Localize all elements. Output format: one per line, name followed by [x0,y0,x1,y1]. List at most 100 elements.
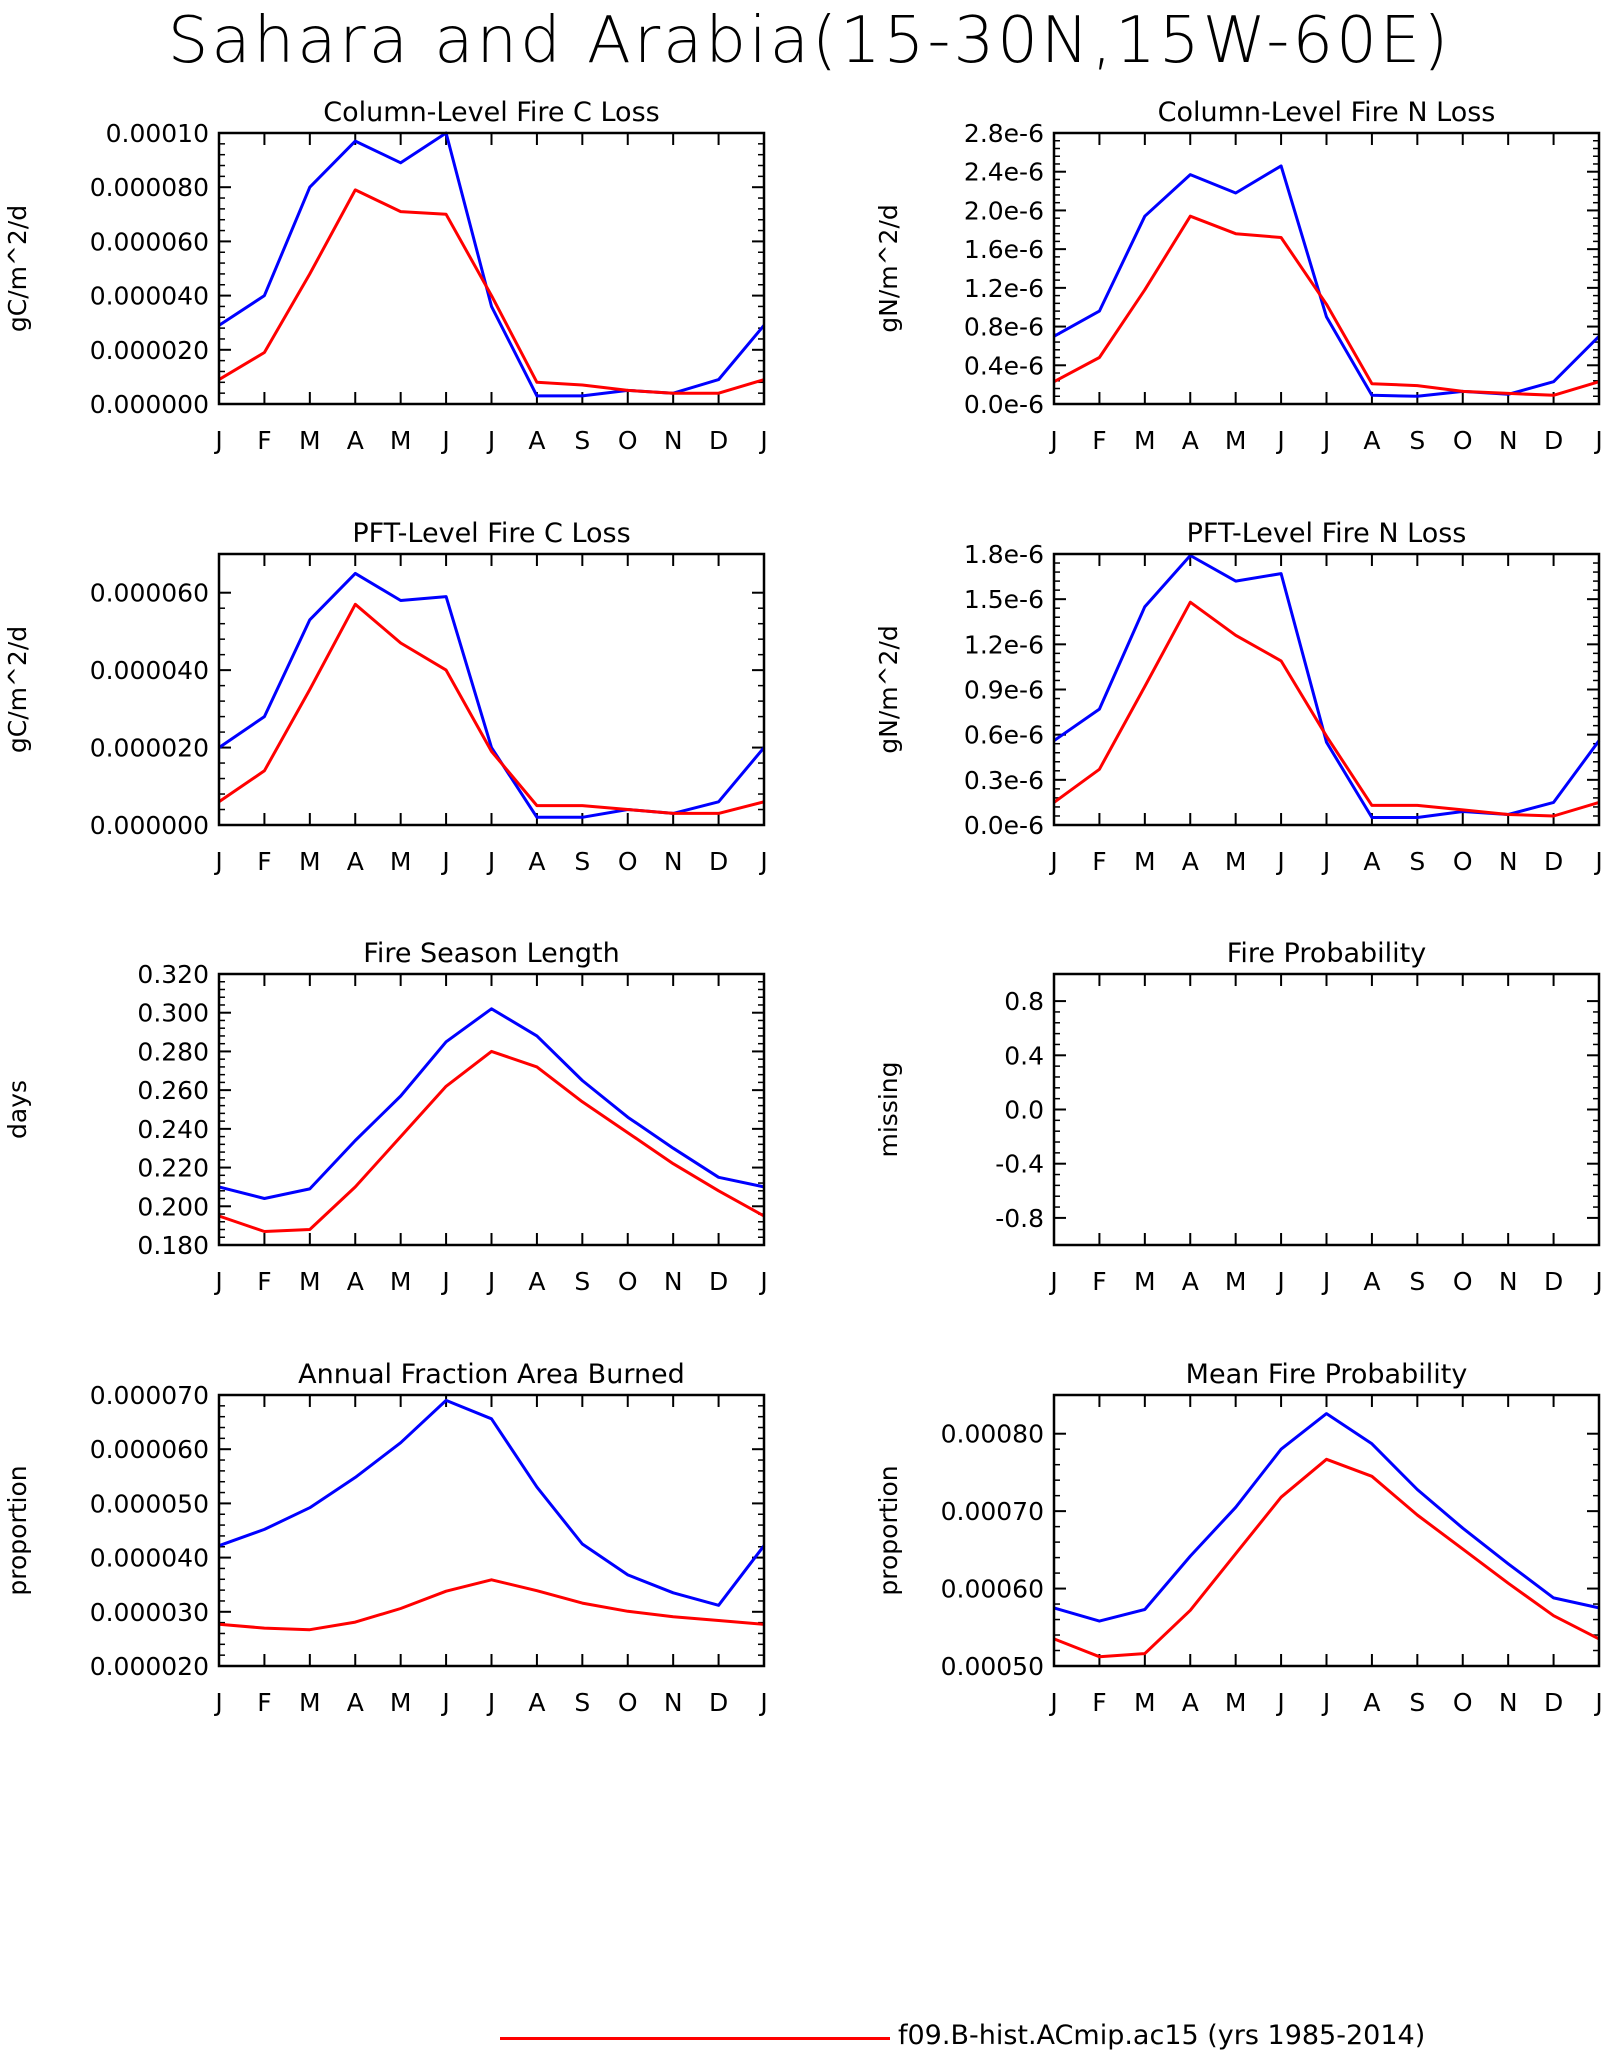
x-tick-label: S [574,426,590,455]
x-tick-label: M [1225,426,1247,455]
y-tick-label: 0.000000 [90,390,209,419]
x-tick-label: M [299,1267,321,1296]
plot-frame [217,131,766,406]
x-tick-label: J [1593,847,1602,876]
x-tick-label: M [390,426,412,455]
y-tick-label: -0.8 [995,1204,1044,1233]
y-tick-label: 1.6e-6 [964,235,1044,264]
x-tick-label: F [1092,426,1106,455]
x-tick-label: M [390,1267,412,1296]
x-tick-label: J [1321,426,1330,455]
y-tick-label: 0.000060 [90,227,209,256]
x-tick-label: O [1453,847,1473,876]
x-tick-label: J [1321,1267,1330,1296]
x-tick-label: M [299,426,321,455]
x-tick-label: A [528,1688,545,1717]
x-tick-label: F [257,426,271,455]
x-tick-label: J [1048,426,1057,455]
plot-frame [1052,131,1601,406]
x-tick-label: J [1275,847,1284,876]
y-tick-label: 0.000040 [90,282,209,311]
x-tick-label: M [1134,1688,1156,1717]
x-tick-label: J [440,1688,449,1717]
x-tick-label: J [1275,426,1284,455]
y-tick-label: 0.00060 [941,1575,1044,1604]
y-tick-label: 2.8e-6 [964,119,1044,148]
series-line-red [218,188,765,395]
x-tick-label: J [1321,847,1330,876]
y-tick-label: 0.300 [137,999,209,1028]
x-tick-label: F [257,1267,271,1296]
y-axis-title: proportion [3,1465,32,1595]
x-tick-label: F [257,1688,271,1717]
x-tick-label: F [257,847,271,876]
x-tick-label: O [618,426,638,455]
y-tick-label: 0.000020 [90,336,209,365]
x-tick-label: J [486,426,495,455]
x-tick-label: N [664,426,683,455]
chart-title: Fire Season Length [363,938,619,969]
x-tick-label: J [213,1267,222,1296]
y-tick-label: 0.00080 [941,1420,1044,1449]
x-tick-label: O [1453,1688,1473,1717]
y-tick-label: 0.000020 [90,1652,209,1681]
y-tick-label: 0.000000 [90,811,209,840]
series-line-blue [218,1398,766,1607]
x-tick-label: A [1363,1267,1380,1296]
x-tick-label: J [1275,1688,1284,1717]
x-tick-label: J [1048,1267,1057,1296]
x-tick-label: M [1134,426,1156,455]
x-tick-label: J [1048,847,1057,876]
x-tick-label: O [1453,1267,1473,1296]
x-tick-label: N [664,1688,683,1717]
y-axis-title: gC/m^2/d [3,626,32,753]
x-tick-label: A [1182,426,1199,455]
x-tick-label: D [709,1688,728,1717]
x-tick-label: J [213,1688,222,1717]
series-line-red [1053,600,1600,818]
x-tick-label: J [758,1267,767,1296]
plot-frame [217,552,766,827]
x-tick-label: J [1048,1688,1057,1717]
x-tick-label: J [440,426,449,455]
y-tick-label: 0.4 [1004,1041,1044,1070]
x-tick-label: A [528,1267,545,1296]
series-line-blue [218,1007,765,1200]
x-tick-label: A [528,847,545,876]
legend-line-red [500,2037,890,2040]
y-tick-label: 1.5e-6 [964,585,1044,614]
chart-title: Column-Level Fire N Loss [1158,97,1496,128]
series-line-blue [218,571,766,819]
x-tick-label: S [1409,426,1425,455]
series-line-blue [1053,554,1601,819]
x-tick-label: J [1275,1267,1284,1296]
x-tick-label: J [1593,426,1602,455]
x-tick-label: D [709,847,728,876]
legend: f09.B-hist.ACmip.ac15 (yrs 1985-2014) [500,2020,1610,2054]
plot-frame [1052,972,1601,1247]
plot-frame [217,1393,766,1668]
y-tick-label: 0.4e-6 [964,351,1044,380]
x-tick-label: D [709,1267,728,1296]
series-line-red [218,602,765,815]
y-tick-label: 1.2e-6 [964,630,1044,659]
x-tick-label: A [528,426,545,455]
x-tick-label: D [1544,847,1563,876]
x-tick-label: N [664,1267,683,1296]
y-tick-label: 2.0e-6 [964,196,1044,225]
x-tick-label: S [1409,1688,1425,1717]
series-line-blue [1053,164,1601,398]
x-tick-label: M [390,1688,412,1717]
series-line-blue [1053,1412,1600,1623]
x-tick-label: A [347,847,364,876]
x-tick-label: M [390,847,412,876]
y-tick-label: 0.8e-6 [964,313,1044,342]
plot-frame [1052,552,1601,827]
x-tick-label: J [758,1688,767,1717]
y-tick-label: 0.220 [137,1154,209,1183]
x-tick-label: J [758,847,767,876]
